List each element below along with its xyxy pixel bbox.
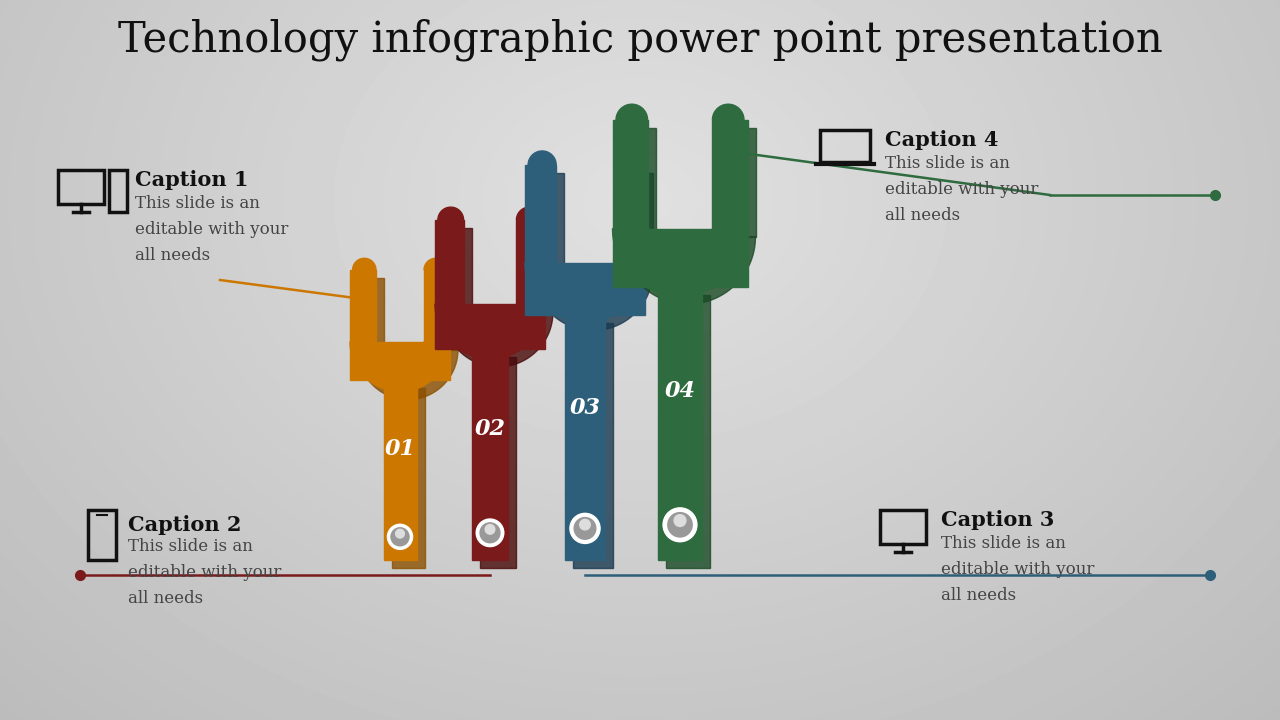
Circle shape	[575, 518, 595, 539]
Text: Caption 2: Caption 2	[128, 515, 242, 535]
Circle shape	[485, 525, 495, 534]
Polygon shape	[525, 228, 553, 312]
Polygon shape	[358, 350, 458, 400]
Polygon shape	[433, 278, 458, 350]
Circle shape	[388, 524, 412, 549]
Polygon shape	[435, 304, 545, 349]
Polygon shape	[358, 278, 384, 350]
Circle shape	[476, 519, 504, 546]
Text: This slide is an
editable with your
all needs: This slide is an editable with your all …	[884, 155, 1038, 224]
Polygon shape	[443, 312, 553, 367]
Polygon shape	[621, 237, 755, 304]
Polygon shape	[349, 341, 451, 380]
Polygon shape	[573, 323, 613, 568]
Polygon shape	[666, 295, 710, 568]
Polygon shape	[721, 128, 755, 237]
Polygon shape	[613, 229, 748, 296]
Circle shape	[480, 523, 500, 543]
Polygon shape	[713, 120, 748, 229]
Circle shape	[570, 513, 600, 544]
Polygon shape	[438, 207, 463, 220]
Polygon shape	[480, 357, 516, 568]
Circle shape	[580, 519, 590, 530]
Polygon shape	[424, 270, 451, 341]
Text: This slide is an
editable with your
all needs: This slide is an editable with your all …	[134, 195, 288, 264]
Polygon shape	[614, 165, 645, 263]
Polygon shape	[424, 258, 448, 270]
Polygon shape	[525, 263, 645, 315]
Polygon shape	[352, 258, 376, 270]
Text: 04: 04	[664, 380, 695, 402]
Circle shape	[396, 529, 404, 538]
Polygon shape	[529, 151, 557, 165]
Text: Technology infographic power point presentation: Technology infographic power point prese…	[118, 19, 1162, 61]
Polygon shape	[713, 104, 744, 120]
Polygon shape	[566, 315, 604, 560]
Polygon shape	[532, 271, 653, 330]
Polygon shape	[525, 165, 557, 263]
Polygon shape	[621, 128, 655, 237]
Polygon shape	[443, 228, 471, 312]
Polygon shape	[613, 120, 648, 229]
Polygon shape	[658, 287, 703, 560]
Polygon shape	[613, 229, 748, 287]
Circle shape	[668, 513, 692, 537]
Circle shape	[390, 528, 410, 546]
Polygon shape	[516, 207, 543, 220]
Polygon shape	[516, 220, 545, 304]
Circle shape	[663, 508, 696, 541]
Polygon shape	[616, 104, 648, 120]
Text: Caption 3: Caption 3	[941, 510, 1055, 530]
Text: This slide is an
editable with your
all needs: This slide is an editable with your all …	[128, 538, 282, 607]
Text: Caption 4: Caption 4	[884, 130, 998, 150]
Text: 03: 03	[570, 397, 600, 419]
Polygon shape	[435, 220, 463, 304]
Text: 01: 01	[384, 438, 416, 459]
Text: This slide is an
editable with your
all needs: This slide is an editable with your all …	[941, 535, 1094, 604]
Text: Caption 1: Caption 1	[134, 170, 248, 190]
Polygon shape	[525, 263, 645, 323]
Text: 02: 02	[475, 418, 506, 441]
Polygon shape	[349, 341, 451, 392]
Polygon shape	[622, 173, 653, 271]
Polygon shape	[614, 151, 641, 165]
Circle shape	[675, 515, 686, 526]
Polygon shape	[435, 304, 545, 359]
Polygon shape	[392, 388, 425, 568]
Polygon shape	[532, 173, 564, 271]
Polygon shape	[472, 349, 508, 560]
Polygon shape	[349, 270, 376, 341]
Polygon shape	[384, 380, 416, 560]
